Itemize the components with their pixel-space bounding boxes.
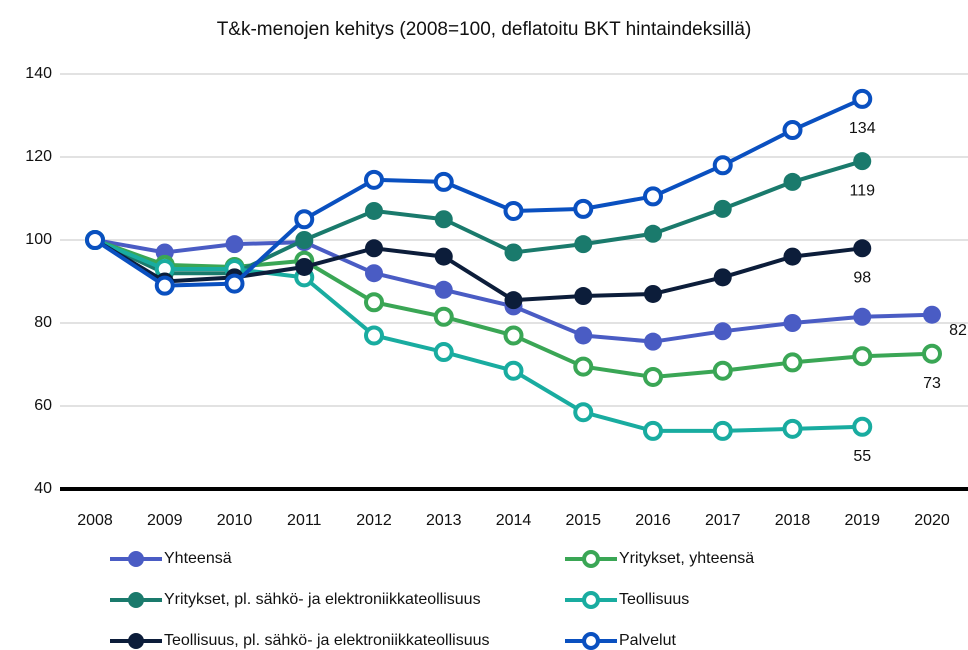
legend-label: Palvelut <box>619 632 676 649</box>
data-label: 73 <box>923 375 941 392</box>
point <box>364 292 384 313</box>
point <box>852 416 873 437</box>
point <box>295 231 314 249</box>
chart-title: T&k-menojen kehitys (2008=100, deflatoit… <box>217 19 752 40</box>
x-tick-label: 2013 <box>426 512 462 529</box>
point <box>294 209 315 230</box>
point <box>433 171 454 192</box>
legend-label: Yritykset, pl. sähkö- ja elektroniikkate… <box>164 591 481 608</box>
point <box>573 198 594 219</box>
point <box>923 305 941 324</box>
data-label: 82 <box>949 322 967 339</box>
point <box>295 257 314 276</box>
point <box>712 360 733 381</box>
series-line <box>94 238 863 433</box>
y-tick-label: 140 <box>25 65 52 82</box>
point <box>713 199 732 218</box>
point <box>853 152 872 171</box>
point <box>434 280 453 299</box>
legend-marker <box>128 592 144 608</box>
point <box>225 235 244 254</box>
point <box>574 235 593 254</box>
point <box>503 360 524 381</box>
legend-label: Yhteensä <box>164 550 232 567</box>
point <box>573 356 594 377</box>
x-tick-label: 2015 <box>565 512 601 529</box>
data-label: 134 <box>849 120 876 137</box>
legend-marker <box>128 551 144 567</box>
point <box>364 325 384 346</box>
point <box>782 120 803 141</box>
data-label: 119 <box>849 182 875 199</box>
point <box>573 402 594 423</box>
legend-label: Teollisuus <box>619 591 689 608</box>
y-tick-label: 60 <box>34 397 52 414</box>
x-tick-label: 2020 <box>914 512 950 529</box>
point <box>365 264 383 283</box>
point <box>644 332 662 351</box>
point <box>503 325 524 346</box>
point <box>434 247 453 266</box>
point <box>504 291 523 310</box>
point <box>783 172 802 191</box>
point <box>782 352 803 373</box>
point <box>643 420 663 441</box>
point <box>574 287 593 306</box>
point <box>853 307 872 326</box>
point <box>365 239 383 258</box>
point <box>365 201 383 220</box>
data-label: 55 <box>853 448 871 465</box>
point <box>783 314 802 332</box>
x-tick-label: 2008 <box>77 512 113 529</box>
legend-marker <box>582 591 600 609</box>
point <box>782 418 803 439</box>
point <box>85 230 105 250</box>
point <box>713 322 732 341</box>
point <box>504 243 523 262</box>
x-tick-label: 2009 <box>147 512 183 529</box>
series-line <box>93 97 864 288</box>
point <box>922 343 942 364</box>
x-tick-label: 2014 <box>496 512 532 529</box>
y-tick-label: 100 <box>25 231 52 248</box>
legend-marker <box>582 632 600 650</box>
x-tick-label: 2012 <box>356 512 392 529</box>
x-tick-label: 2018 <box>775 512 811 529</box>
x-tick-label: 2016 <box>635 512 671 529</box>
legend-marker <box>582 550 600 568</box>
point <box>712 155 733 176</box>
point <box>364 169 384 190</box>
y-tick-label: 120 <box>25 148 52 165</box>
point <box>433 306 454 327</box>
point <box>434 210 453 229</box>
legend-marker <box>128 633 144 649</box>
point <box>644 224 662 243</box>
point <box>853 239 872 258</box>
point <box>852 346 873 367</box>
point <box>574 326 593 345</box>
x-tick-label: 2010 <box>217 512 253 529</box>
legend-label: Teollisuus, pl. sähkö- ja elektroniikkat… <box>164 632 490 649</box>
x-tick-label: 2019 <box>844 512 880 529</box>
data-label: 98 <box>853 270 871 287</box>
point <box>783 247 802 266</box>
y-tick-label: 80 <box>34 314 52 331</box>
series-line <box>94 159 863 276</box>
point <box>712 420 733 441</box>
point <box>644 284 662 303</box>
point <box>154 275 175 296</box>
point <box>503 200 524 221</box>
point <box>713 268 732 287</box>
legend-label: Yritykset, yhteensä <box>619 550 754 567</box>
point <box>643 366 663 387</box>
point <box>224 273 245 294</box>
x-tick-label: 2011 <box>287 512 322 529</box>
point <box>433 342 454 363</box>
point <box>643 186 663 207</box>
x-tick-label: 2017 <box>705 512 741 529</box>
series-line <box>93 238 863 303</box>
point <box>852 88 873 109</box>
y-tick-label: 40 <box>34 480 52 497</box>
